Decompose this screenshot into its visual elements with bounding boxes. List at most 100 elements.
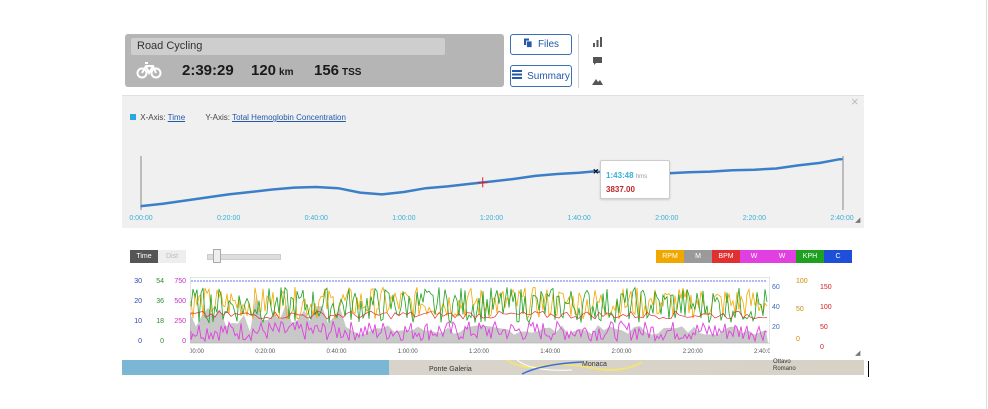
data-point xyxy=(490,180,493,183)
legend-square-icon xyxy=(130,114,136,120)
x-tick-label: 0:20:00 xyxy=(217,215,240,222)
right-axis-tick: 150 xyxy=(820,284,832,291)
x-tick-label: 2:20:00 xyxy=(683,349,704,355)
left-axis-tick: 0 xyxy=(160,338,164,345)
data-point xyxy=(731,169,734,172)
x-axis-prefix: X-Axis: xyxy=(140,113,166,122)
left-axis-tick: 500 xyxy=(174,298,186,305)
left-axis-tick: 0 xyxy=(182,338,186,345)
bicycle-icon xyxy=(136,61,162,84)
axis-selector: X-Axis: Time Y-Axis: Total Hemoglobin Co… xyxy=(130,113,346,122)
left-axis-tick: 30 xyxy=(134,278,142,285)
distance-unit: km xyxy=(279,67,294,78)
close-icon[interactable]: × xyxy=(851,94,859,109)
tooltip-time: 1:43:48 xyxy=(606,171,634,180)
tss-value: 156 xyxy=(314,62,340,79)
list-icon xyxy=(512,70,523,82)
data-point xyxy=(797,164,799,167)
y-axis-link[interactable]: Total Hemoglobin Concentration xyxy=(232,113,346,122)
data-point xyxy=(337,187,339,190)
x-tick-label: 2:40:00 xyxy=(830,215,853,222)
x-tick-label: 0:00:00 xyxy=(129,215,152,222)
zoom-slider-handle[interactable] xyxy=(213,249,221,263)
data-point xyxy=(359,191,361,194)
channel-toggle-w[interactable]: W xyxy=(768,250,796,263)
right-border xyxy=(986,0,987,409)
right-axis-tick: 0 xyxy=(820,344,824,351)
data-point xyxy=(753,168,756,171)
channel-trace xyxy=(190,320,768,343)
x-tick-label: 0:40:00 xyxy=(326,349,347,355)
text-cursor xyxy=(868,361,869,377)
right-axis-tick: 50 xyxy=(820,324,828,331)
data-point xyxy=(140,205,142,207)
comment-icon[interactable] xyxy=(589,56,605,70)
data-point xyxy=(315,186,318,188)
duration-value: 2:39:29 xyxy=(182,62,234,79)
summary-button[interactable]: Summary xyxy=(510,65,572,87)
channel-toggle-bar: RPM M BPM W W KPH C xyxy=(656,250,852,263)
multi-channel-chart[interactable]: 0:00:00 0:20:00 0:40:00 1:00:00 1:20:00 1:40:… xyxy=(190,277,770,357)
right-axis-tick: 40 xyxy=(772,304,780,311)
channel-toggle-kph[interactable]: KPH xyxy=(796,250,824,263)
hemoglobin-chart[interactable]: 0:00:00 0:20:00 0:40:00 1:00:00 1:20:00 1:40:… xyxy=(122,150,864,230)
channel-toggle-bpm[interactable]: BPM xyxy=(712,250,740,263)
x-axis-link[interactable]: Time xyxy=(167,113,186,122)
x-tick-label: 1:20:00 xyxy=(469,349,490,355)
chart-tooltip: 1:43:48 hms 3837.00 xyxy=(600,160,670,199)
data-point xyxy=(403,191,405,193)
resize-handle-icon[interactable]: ◢ xyxy=(855,217,861,224)
data-point xyxy=(424,187,427,190)
data-point xyxy=(556,173,559,175)
lower-resize-handle-icon[interactable]: ◢ xyxy=(855,350,861,357)
map-label: Ottavo xyxy=(773,359,791,365)
map-strip[interactable]: Monaca Ponte Galeria Romano Ottavo xyxy=(122,359,864,375)
left-axis-tick: 10 xyxy=(134,318,142,325)
x-tick-label: 0:20:00 xyxy=(255,349,276,355)
data-point xyxy=(687,171,690,173)
data-point xyxy=(271,188,274,191)
data-point xyxy=(839,158,841,161)
right-axis-tick: 0 xyxy=(796,336,800,343)
tab-dist[interactable]: Dist xyxy=(158,250,186,263)
x-tick-label: 2:40:00 xyxy=(754,349,770,355)
x-tick-label: 2:00:00 xyxy=(611,349,632,355)
x-tick-label: 2:00:00 xyxy=(655,215,678,222)
data-point xyxy=(184,199,186,202)
distance-value: 120 xyxy=(251,62,277,79)
toolbar-divider xyxy=(578,34,579,88)
right-axis-tick: 20 xyxy=(772,324,780,331)
left-axis-tick: 250 xyxy=(174,318,186,325)
activity-title[interactable]: Road Cycling xyxy=(131,38,445,55)
data-point xyxy=(227,193,230,196)
data-point xyxy=(205,196,208,199)
zoom-slider[interactable] xyxy=(207,254,281,260)
channel-trace xyxy=(190,310,768,320)
channel-toggle-c[interactable]: C xyxy=(824,250,852,263)
data-point xyxy=(381,193,383,196)
left-axis-tick: 36 xyxy=(156,298,164,305)
tooltip-value: 3837.00 xyxy=(606,185,635,194)
channel-toggle-rpm[interactable]: RPM xyxy=(656,250,684,263)
data-point xyxy=(293,186,296,189)
x-tick-label: 1:40:00 xyxy=(567,215,590,222)
left-axis-tick: 20 xyxy=(134,298,142,305)
x-tick-label: 1:20:00 xyxy=(480,215,503,222)
data-point xyxy=(468,183,471,185)
files-button[interactable]: Files xyxy=(510,34,572,55)
channel-toggle-m[interactable]: M xyxy=(684,250,712,263)
distance-metric: 120 km xyxy=(251,62,293,79)
mountain-icon[interactable] xyxy=(589,77,605,91)
map-label: Ponte Galeria xyxy=(429,366,472,373)
elevation-area xyxy=(190,296,768,343)
bar-chart-icon[interactable] xyxy=(589,37,605,51)
data-point xyxy=(446,185,449,188)
right-axis-tick: 60 xyxy=(772,284,780,291)
data-point xyxy=(512,178,515,180)
tab-time[interactable]: Time xyxy=(130,250,158,263)
channel-toggle-w[interactable]: W xyxy=(740,250,768,263)
left-axis-tick: 0 xyxy=(138,338,142,345)
left-axis-tick: 750 xyxy=(174,278,186,285)
data-point xyxy=(534,175,537,177)
tooltip-unit: hms xyxy=(635,174,648,180)
